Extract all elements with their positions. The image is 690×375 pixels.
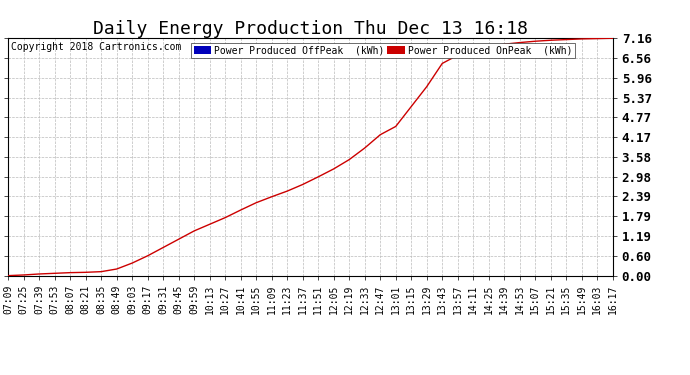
Legend: Power Produced OffPeak  (kWh), Power Produced OnPeak  (kWh): Power Produced OffPeak (kWh), Power Prod… <box>191 43 575 58</box>
Text: Copyright 2018 Cartronics.com: Copyright 2018 Cartronics.com <box>11 42 181 52</box>
Title: Daily Energy Production Thu Dec 13 16:18: Daily Energy Production Thu Dec 13 16:18 <box>93 20 528 38</box>
